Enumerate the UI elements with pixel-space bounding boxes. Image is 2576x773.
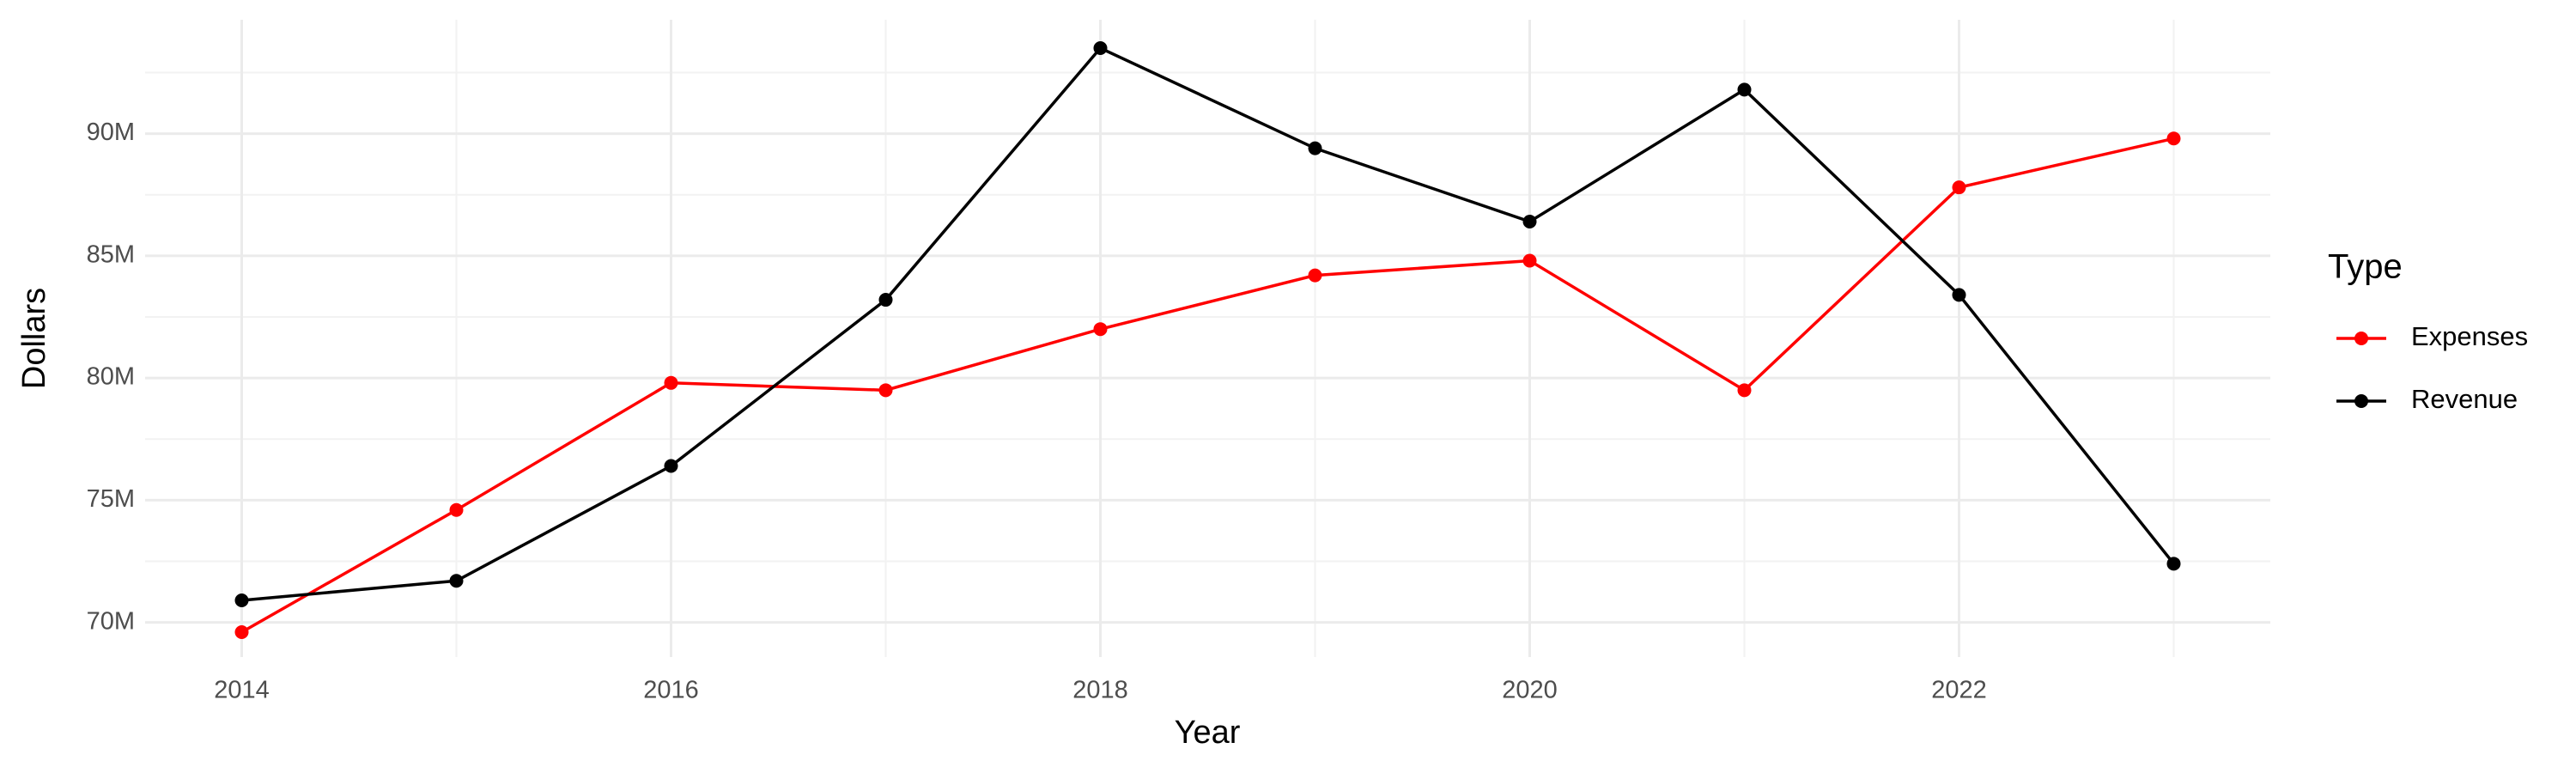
data-point: [1522, 215, 1537, 229]
data-point: [1737, 383, 1752, 398]
x-tick-label: 2016: [643, 677, 699, 704]
legend-label: Expenses: [2411, 321, 2528, 351]
y-tick-label: 85M: [87, 240, 135, 268]
series-line: [240, 137, 2174, 634]
y-tick-label: 70M: [87, 607, 135, 635]
data-point: [1093, 41, 1108, 56]
data-point: [1308, 268, 1322, 283]
data-point: [1737, 82, 1752, 97]
x-tick-label: 2018: [1072, 677, 1128, 704]
y-tick-label: 80M: [87, 363, 135, 391]
data-point: [1522, 253, 1537, 268]
legend-title: Type: [2328, 248, 2403, 286]
data-point: [2166, 131, 2181, 146]
data-point: [1093, 322, 1108, 337]
series-line: [241, 46, 2175, 602]
y-axis-title: Dollars: [16, 288, 52, 389]
y-tick-label: 90M: [87, 119, 135, 146]
grid: [145, 20, 2270, 657]
data-point: [1952, 288, 1966, 302]
x-tick-label: 2014: [214, 677, 270, 704]
data-point: [664, 459, 678, 473]
legend-key-point: [2354, 394, 2368, 408]
x-tick-label: 2022: [1931, 677, 1987, 704]
legend-label: Revenue: [2411, 384, 2518, 414]
data-point: [2166, 557, 2181, 571]
data-point: [1308, 141, 1322, 155]
x-tick-label: 2020: [1502, 677, 1558, 704]
data-point: [1952, 180, 1966, 195]
data-point: [878, 383, 893, 398]
data-point: [234, 593, 249, 607]
y-tick-label: 75M: [87, 485, 135, 513]
data-point: [878, 293, 893, 307]
data-point: [449, 574, 464, 588]
data-point: [234, 624, 249, 639]
data-point: [449, 502, 464, 517]
x-axis-title: Year: [1175, 715, 1241, 751]
data-point: [664, 375, 678, 390]
legend-key-point: [2354, 332, 2368, 345]
